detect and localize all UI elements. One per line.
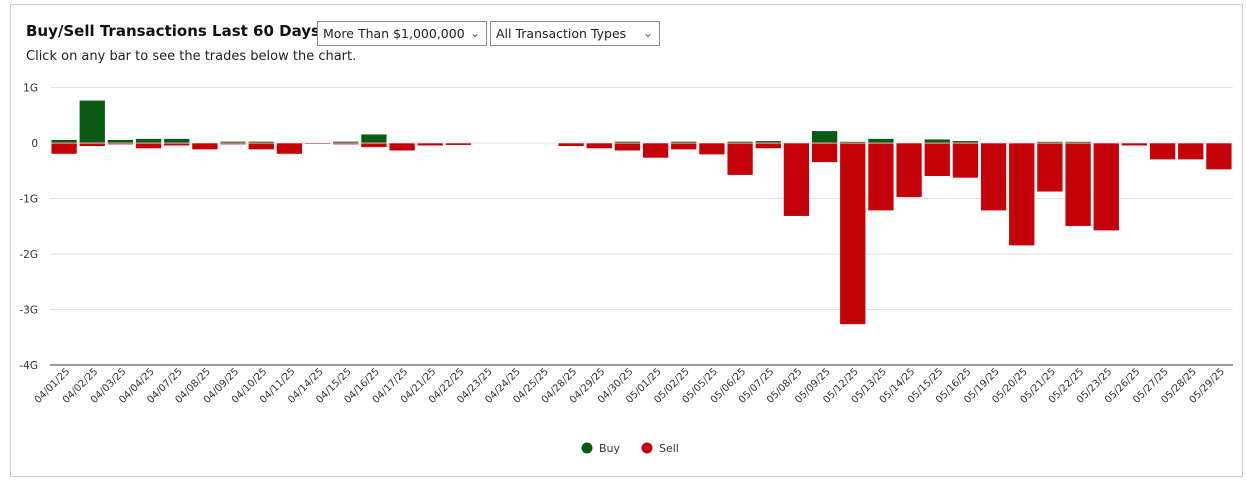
sell-bar[interactable] <box>1121 142 1148 147</box>
buy-bar[interactable] <box>163 138 191 144</box>
buy-bar[interactable] <box>839 141 867 144</box>
sell-bar[interactable] <box>670 142 698 150</box>
sell-bar[interactable] <box>614 142 641 152</box>
transaction-type-value: All Transaction Types <box>496 26 627 41</box>
x-axis-labels: 04/01/2504/02/2504/03/2504/04/2504/07/25… <box>33 366 1227 406</box>
sell-bar[interactable] <box>135 142 162 149</box>
sell-bar[interactable] <box>726 142 754 176</box>
sell-bar[interactable] <box>445 142 472 146</box>
bars <box>50 99 1233 325</box>
buy-bar[interactable] <box>754 140 782 144</box>
sell-bar[interactable] <box>1092 142 1120 231</box>
amount-filter-select[interactable]: More Than $1,000,000 ⌄ <box>317 21 487 46</box>
sell-bar[interactable] <box>247 142 275 150</box>
sell-bar[interactable] <box>754 142 782 149</box>
y-tick-label: -3G <box>19 305 38 317</box>
sell-bar[interactable] <box>698 142 726 155</box>
buy-bar[interactable] <box>360 133 388 144</box>
y-tick-label: 1G <box>23 83 38 95</box>
sell-bar[interactable] <box>1036 142 1064 193</box>
legend: Buy Sell <box>581 442 679 455</box>
chart-subtitle: Click on any bar to see the trades below… <box>26 49 357 64</box>
buy-bar[interactable] <box>811 130 838 144</box>
sell-bar[interactable] <box>557 142 585 147</box>
transaction-type-select[interactable]: All Transaction Types ⌄ <box>490 21 660 46</box>
sell-bar[interactable] <box>1177 142 1205 160</box>
chart-panel: Buy/Sell Transactions Last 60 Days Click… <box>10 4 1243 477</box>
y-axis-labels: 1G 0 -1G -2G -3G -4G <box>19 83 38 373</box>
sell-bar[interactable] <box>895 142 923 198</box>
buy-bar[interactable] <box>219 141 247 144</box>
sell-bar[interactable] <box>50 142 78 155</box>
y-tick-label: 0 <box>31 138 38 150</box>
sell-bar[interactable] <box>416 142 444 147</box>
legend-sell-marker[interactable] <box>641 442 653 454</box>
sell-bar[interactable] <box>1008 142 1036 246</box>
buy-bar[interactable] <box>1064 141 1092 144</box>
amount-filter-value: More Than $1,000,000 <box>323 26 465 41</box>
sell-bar[interactable] <box>78 142 106 147</box>
sell-bar[interactable] <box>1064 142 1092 227</box>
buy-bar[interactable] <box>107 139 134 144</box>
sell-bar[interactable] <box>388 142 416 152</box>
sell-bar[interactable] <box>1149 142 1176 160</box>
gridlines <box>50 87 1233 366</box>
chevron-down-icon: ⌄ <box>642 26 653 40</box>
sell-bar[interactable] <box>952 142 979 179</box>
sell-bar[interactable] <box>1205 142 1233 170</box>
buy-bar[interactable] <box>923 138 951 144</box>
y-tick-label: -1G <box>19 194 38 206</box>
sell-bar[interactable] <box>585 142 613 149</box>
buy-bar[interactable] <box>952 140 979 144</box>
sell-bar[interactable] <box>811 142 838 163</box>
sell-bar[interactable] <box>276 142 303 155</box>
sell-bar[interactable] <box>867 142 895 212</box>
buy-bar[interactable] <box>78 99 106 144</box>
sell-bar[interactable] <box>783 142 810 217</box>
sell-bar[interactable] <box>923 142 951 177</box>
buy-bar[interactable] <box>670 141 698 144</box>
buy-bar[interactable] <box>50 139 78 144</box>
buy-bar[interactable] <box>726 141 754 144</box>
sell-bar[interactable] <box>980 142 1007 212</box>
sell-bar[interactable] <box>839 142 867 325</box>
legend-sell-label[interactable]: Sell <box>659 442 679 455</box>
legend-buy-label[interactable]: Buy <box>599 442 621 455</box>
sell-bar[interactable] <box>191 142 219 150</box>
chevron-down-icon: ⌄ <box>469 26 480 40</box>
legend-buy-marker[interactable] <box>581 442 593 454</box>
sell-bar[interactable] <box>360 142 388 148</box>
buy-bar[interactable] <box>867 138 895 144</box>
buy-bar[interactable] <box>332 141 360 144</box>
y-tick-label: -2G <box>19 249 38 261</box>
sell-bar[interactable] <box>642 142 669 159</box>
buy-bar[interactable] <box>614 141 641 144</box>
sell-bar[interactable] <box>163 142 191 147</box>
chart-title: Buy/Sell Transactions Last 60 Days <box>26 22 320 40</box>
y-tick-label: -4G <box>19 360 38 372</box>
buy-bar[interactable] <box>135 138 162 144</box>
buy-bar[interactable] <box>247 141 275 144</box>
sell-bar[interactable] <box>304 142 331 145</box>
buy-bar[interactable] <box>1036 141 1064 144</box>
